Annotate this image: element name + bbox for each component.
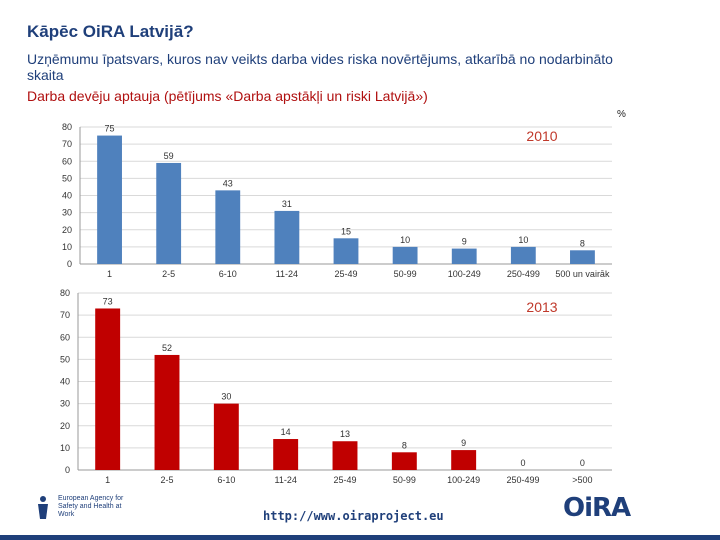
data-label: 9 — [461, 438, 466, 448]
bar — [510, 246, 536, 264]
data-label: 75 — [105, 124, 115, 134]
bar — [392, 246, 418, 264]
y-tick-label: 80 — [62, 122, 72, 132]
x-tick-label: 1 — [105, 475, 110, 485]
y-tick-label: 0 — [65, 465, 70, 475]
page-subtitle: Uzņēmumu īpatsvars, kuros nav veikts dar… — [27, 51, 613, 83]
x-tick-label: 500 un vairāk — [555, 269, 610, 279]
x-tick-label: 100-249 — [448, 269, 481, 279]
agency-emblem-icon — [38, 496, 48, 519]
y-tick-label: 10 — [62, 242, 72, 252]
y-tick-label: 70 — [62, 139, 72, 149]
oira-logo-text: OiRA — [563, 493, 631, 523]
y-tick-label: 0 — [67, 259, 72, 269]
chart-title: 2013 — [526, 299, 557, 315]
x-tick-label: 6-10 — [217, 475, 235, 485]
bar — [570, 250, 595, 264]
y-tick-label: 30 — [62, 208, 72, 218]
bar — [156, 162, 182, 264]
data-label: 10 — [518, 235, 528, 245]
bar — [451, 450, 477, 470]
data-label: 73 — [103, 296, 113, 306]
data-source: Darba devēju aptauja (pētījums «Darba ap… — [27, 88, 428, 104]
x-tick-label: 25-49 — [333, 475, 356, 485]
x-tick-label: 2-5 — [160, 475, 173, 485]
y-tick-label: 30 — [60, 399, 70, 409]
bar — [333, 238, 359, 264]
bar — [154, 354, 180, 470]
data-label: 15 — [341, 226, 351, 236]
y-tick-label: 50 — [62, 173, 72, 183]
bar — [97, 135, 122, 264]
data-label: 31 — [282, 199, 292, 209]
y-tick-label: 20 — [62, 225, 72, 235]
unit-label: % — [617, 109, 626, 120]
bar — [451, 248, 477, 264]
data-label: 10 — [400, 235, 410, 245]
eu-osha-logo: European Agency for Safety and Health at… — [34, 494, 128, 520]
bar — [391, 452, 417, 470]
data-label: 8 — [402, 440, 407, 450]
y-tick-label: 20 — [60, 421, 70, 431]
y-tick-label: 10 — [60, 443, 70, 453]
x-tick-label: 50-99 — [393, 475, 416, 485]
bar — [332, 441, 358, 470]
data-label: 43 — [223, 178, 233, 188]
x-tick-label: >500 — [572, 475, 592, 485]
y-tick-label: 40 — [62, 191, 72, 201]
data-label: 14 — [281, 427, 291, 437]
x-tick-label: 11-24 — [274, 475, 296, 485]
bar — [274, 210, 300, 264]
data-label: 13 — [340, 429, 350, 439]
bar — [215, 190, 241, 264]
y-tick-label: 80 — [60, 288, 70, 298]
data-label: 0 — [520, 458, 525, 468]
bar — [273, 439, 299, 470]
x-tick-label: 6-10 — [219, 269, 237, 279]
data-label: 0 — [580, 458, 585, 468]
bar — [213, 403, 239, 470]
x-tick-label: 25-49 — [334, 269, 357, 279]
chart-2013: 01020304050607080731522-5306-101411-2413… — [60, 288, 612, 485]
x-tick-label: 50-99 — [394, 269, 417, 279]
y-tick-label: 50 — [60, 354, 70, 364]
chart-title: 2010 — [526, 128, 557, 144]
x-tick-label: 250-499 — [506, 475, 539, 485]
data-label: 30 — [221, 392, 231, 402]
footer-bar — [0, 535, 720, 540]
y-tick-label: 40 — [60, 377, 70, 387]
x-tick-label: 11-24 — [276, 269, 298, 279]
data-label: 9 — [462, 237, 467, 247]
data-label: 59 — [164, 151, 174, 161]
oira-logo: OiRA — [563, 493, 631, 523]
data-label: 52 — [162, 343, 172, 353]
x-tick-label: 250-499 — [507, 269, 540, 279]
data-label: 8 — [580, 238, 585, 248]
y-tick-label: 60 — [62, 156, 72, 166]
y-tick-label: 60 — [60, 332, 70, 342]
bar — [95, 308, 121, 470]
x-tick-label: 100-249 — [447, 475, 480, 485]
x-tick-label: 2-5 — [162, 269, 175, 279]
website-url: http://www.oiraproject.eu — [263, 509, 444, 523]
x-tick-label: 1 — [107, 269, 112, 279]
page-title: Kāpēc OiRA Latvijā? — [27, 22, 194, 41]
agency-name: European Agency for Safety and Health at… — [58, 495, 124, 518]
y-tick-label: 70 — [60, 310, 70, 320]
